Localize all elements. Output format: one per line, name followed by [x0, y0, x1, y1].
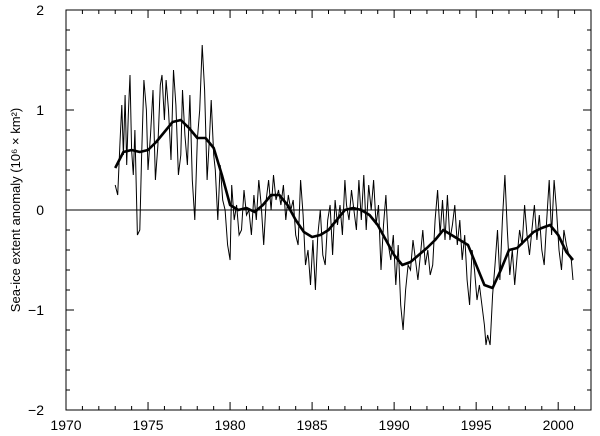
x-tick-label: 2000 [543, 417, 574, 433]
x-tick-label: 1975 [132, 417, 163, 433]
x-tick-label: 1985 [297, 417, 328, 433]
monthly-anomaly-series [114, 44, 574, 346]
y-tick-label: 2 [36, 2, 44, 18]
axis-tick-labels: 1970 1975 1980 1985 1990 1995 2000 −2 −1 0 1 2 [28, 2, 574, 433]
x-tick-label: 1970 [50, 417, 81, 433]
y-tick-label: 1 [36, 102, 44, 118]
x-tick-label: 1990 [379, 417, 410, 433]
smoothed-anomaly-series [114, 118, 575, 290]
y-tick-label: 0 [36, 202, 44, 218]
x-tick-label: 1980 [214, 417, 245, 433]
y-tick-label: −1 [28, 302, 44, 318]
axis-ticks [65, 9, 592, 411]
y-tick-label: −2 [28, 402, 44, 418]
y-axis-title: Sea-ice extent anomaly (10⁶ × km²) [8, 108, 23, 312]
x-tick-label: 1995 [461, 417, 492, 433]
